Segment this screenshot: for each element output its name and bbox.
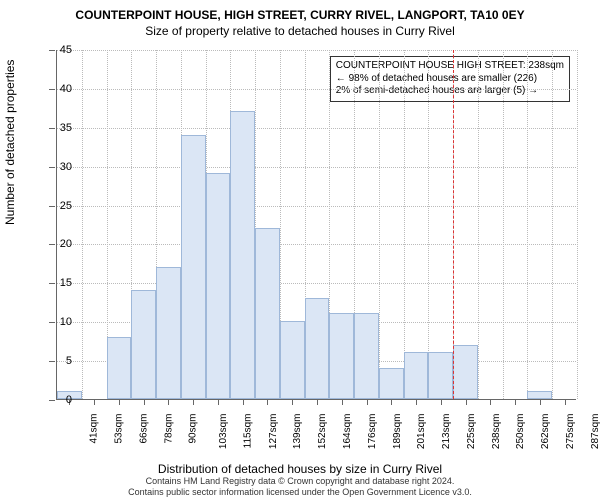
x-tick bbox=[119, 399, 120, 405]
histogram-bar bbox=[107, 337, 132, 399]
x-tick bbox=[367, 399, 368, 405]
footer-line1: Contains HM Land Registry data © Crown c… bbox=[0, 476, 600, 487]
x-tick-label: 225sqm bbox=[466, 414, 477, 450]
x-tick-label: 287sqm bbox=[590, 414, 600, 450]
footer-line2: Contains public sector information licen… bbox=[0, 487, 600, 498]
x-tick bbox=[94, 399, 95, 405]
gridline-h bbox=[57, 244, 576, 245]
chart-container: COUNTERPOINT HOUSE, HIGH STREET, CURRY R… bbox=[0, 0, 600, 500]
histogram-bar bbox=[527, 391, 552, 399]
x-tick bbox=[490, 399, 491, 405]
x-tick-label: 275sqm bbox=[565, 414, 576, 450]
histogram-bar bbox=[379, 368, 404, 399]
x-tick-label: 115sqm bbox=[242, 414, 253, 449]
x-tick bbox=[267, 399, 268, 405]
y-tick-label: 25 bbox=[42, 200, 72, 212]
y-tick-label: 15 bbox=[42, 277, 72, 289]
histogram-bar bbox=[329, 313, 354, 399]
y-tick-label: 20 bbox=[42, 238, 72, 250]
histogram-bar bbox=[206, 173, 231, 399]
annotation-line3: 2% of semi-detached houses are larger (5… bbox=[336, 85, 564, 98]
x-tick bbox=[540, 399, 541, 405]
annotation-line2: ← 98% of detached houses are smaller (22… bbox=[336, 73, 564, 86]
gridline-v bbox=[82, 50, 83, 399]
gridline-v bbox=[379, 50, 380, 399]
gridline-h bbox=[57, 50, 576, 51]
gridline-v bbox=[552, 50, 553, 399]
x-tick-label: 66sqm bbox=[138, 414, 149, 444]
x-tick bbox=[218, 399, 219, 405]
histogram-bar bbox=[354, 313, 379, 399]
histogram-bar bbox=[255, 228, 280, 399]
x-tick-label: 103sqm bbox=[218, 414, 229, 450]
x-tick-label: 41sqm bbox=[89, 414, 100, 444]
x-tick bbox=[416, 399, 417, 405]
x-tick bbox=[342, 399, 343, 405]
x-tick-label: 213sqm bbox=[441, 414, 452, 450]
x-tick-label: 127sqm bbox=[268, 414, 279, 450]
x-tick bbox=[515, 399, 516, 405]
y-tick-label: 5 bbox=[42, 355, 72, 367]
x-tick-label: 78sqm bbox=[163, 414, 174, 444]
x-tick-label: 53sqm bbox=[114, 414, 125, 444]
y-axis-label: Number of detached properties bbox=[3, 60, 17, 225]
reference-line bbox=[453, 50, 454, 399]
x-tick-label: 152sqm bbox=[317, 414, 328, 450]
x-tick-label: 250sqm bbox=[515, 414, 526, 450]
y-tick-label: 30 bbox=[42, 161, 72, 173]
gridline-h bbox=[57, 167, 576, 168]
chart-title: COUNTERPOINT HOUSE, HIGH STREET, CURRY R… bbox=[0, 0, 600, 22]
y-tick-label: 35 bbox=[42, 122, 72, 134]
gridline-v bbox=[527, 50, 528, 399]
x-tick bbox=[144, 399, 145, 405]
x-tick bbox=[565, 399, 566, 405]
histogram-bar bbox=[404, 352, 429, 399]
x-tick-label: 201sqm bbox=[416, 414, 427, 450]
x-tick bbox=[168, 399, 169, 405]
y-tick-label: 40 bbox=[42, 83, 72, 95]
gridline-v bbox=[478, 50, 479, 399]
y-tick-label: 45 bbox=[42, 44, 72, 56]
x-axis-label: Distribution of detached houses by size … bbox=[0, 462, 600, 476]
plot-area: COUNTERPOINT HOUSE HIGH STREET: 238sqm ←… bbox=[56, 50, 576, 400]
y-tick-label: 0 bbox=[42, 394, 72, 406]
gridline-h bbox=[57, 128, 576, 129]
gridline-v bbox=[503, 50, 504, 399]
y-tick-label: 10 bbox=[42, 316, 72, 328]
histogram-bar bbox=[181, 135, 206, 399]
x-tick-label: 262sqm bbox=[540, 414, 551, 450]
histogram-bar bbox=[305, 298, 330, 399]
histogram-bar bbox=[131, 290, 156, 399]
histogram-bar bbox=[156, 267, 181, 399]
gridline-v bbox=[404, 50, 405, 399]
x-tick bbox=[317, 399, 318, 405]
x-tick bbox=[292, 399, 293, 405]
x-tick bbox=[193, 399, 194, 405]
x-tick-label: 164sqm bbox=[342, 414, 353, 450]
x-tick-label: 176sqm bbox=[367, 414, 378, 450]
gridline-v bbox=[428, 50, 429, 399]
x-tick-label: 90sqm bbox=[188, 414, 199, 444]
x-tick-label: 238sqm bbox=[491, 414, 502, 450]
x-tick bbox=[441, 399, 442, 405]
x-tick bbox=[391, 399, 392, 405]
gridline-h bbox=[57, 89, 576, 90]
gridline-h bbox=[57, 283, 576, 284]
histogram-bar bbox=[428, 352, 453, 399]
histogram-bar bbox=[453, 345, 478, 399]
annotation-box: COUNTERPOINT HOUSE HIGH STREET: 238sqm ←… bbox=[330, 56, 570, 102]
chart-subtitle: Size of property relative to detached ho… bbox=[0, 22, 600, 38]
x-tick bbox=[243, 399, 244, 405]
histogram-bar bbox=[280, 321, 305, 399]
x-tick-label: 189sqm bbox=[392, 414, 403, 450]
footer-text: Contains HM Land Registry data © Crown c… bbox=[0, 476, 600, 498]
annotation-line1: COUNTERPOINT HOUSE HIGH STREET: 238sqm bbox=[336, 60, 564, 73]
histogram-bar bbox=[230, 111, 255, 399]
x-tick bbox=[466, 399, 467, 405]
gridline-h bbox=[57, 206, 576, 207]
gridline-v bbox=[577, 50, 578, 399]
x-tick-label: 139sqm bbox=[293, 414, 304, 450]
